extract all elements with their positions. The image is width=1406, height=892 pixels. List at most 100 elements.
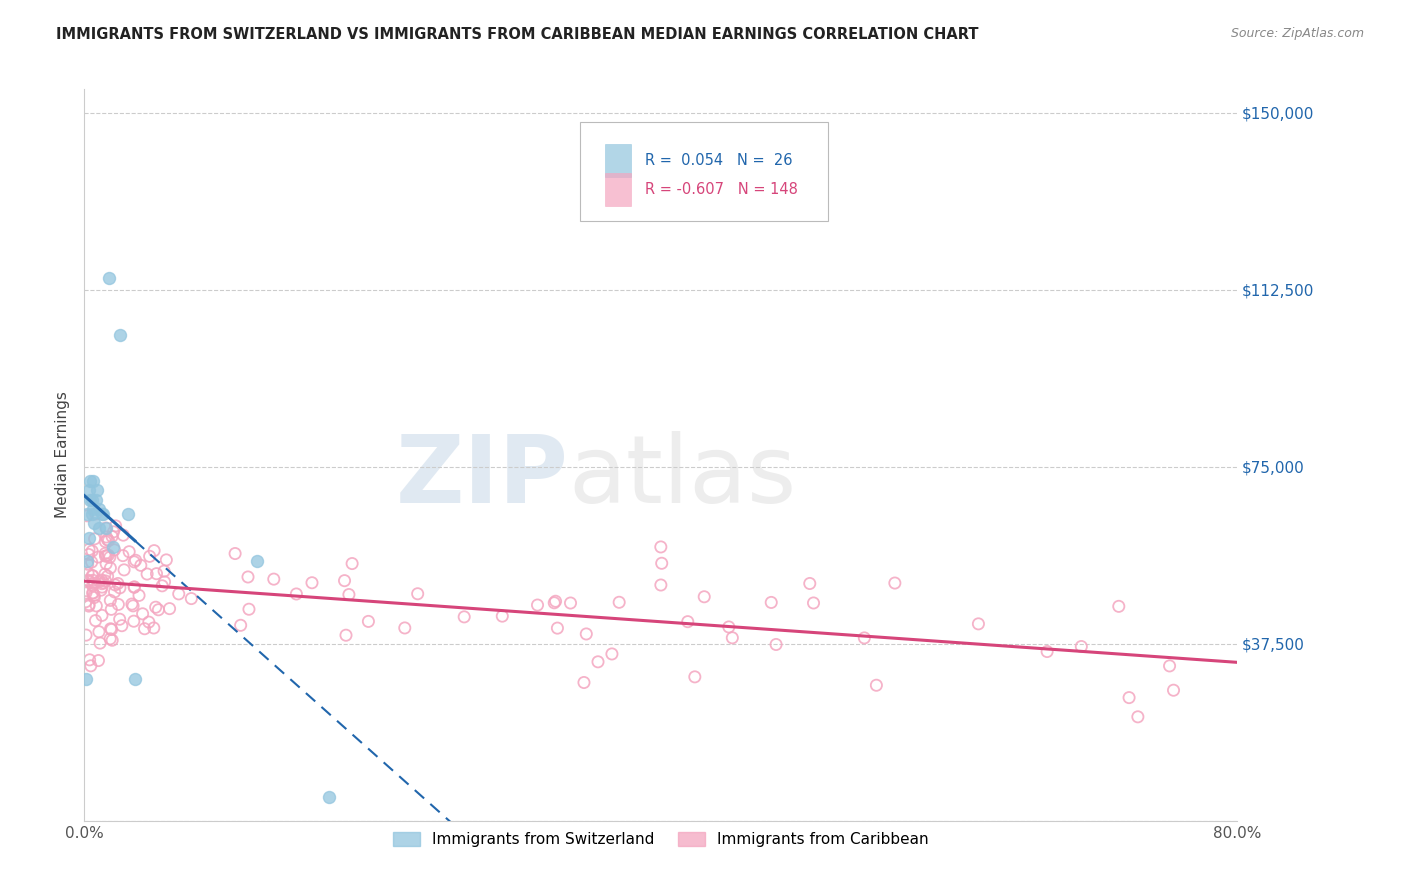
- Point: [129, 558, 152, 573]
- Text: atlas: atlas: [568, 431, 797, 523]
- Point: [112, 528, 135, 542]
- Legend: Immigrants from Switzerland, Immigrants from Caribbean: Immigrants from Switzerland, Immigrants …: [387, 826, 935, 854]
- Point: [98, 550, 121, 565]
- Point: [77, 574, 100, 589]
- Point: [108, 581, 131, 595]
- Point: [883, 576, 905, 591]
- Point: [83, 532, 105, 546]
- Point: [103, 540, 124, 554]
- Point: [82, 586, 104, 600]
- Point: [77, 566, 100, 581]
- Point: [340, 557, 363, 571]
- Point: [683, 670, 706, 684]
- Point: [122, 580, 145, 594]
- Point: [110, 327, 132, 342]
- Point: [111, 618, 134, 632]
- Point: [86, 599, 108, 613]
- Point: [546, 621, 568, 635]
- Point: [82, 544, 104, 558]
- Point: [236, 570, 259, 584]
- Point: [717, 620, 740, 634]
- Point: [586, 655, 609, 669]
- Point: [263, 572, 285, 586]
- Point: [82, 578, 104, 592]
- Point: [94, 567, 117, 582]
- Point: [301, 575, 323, 590]
- Point: [453, 610, 475, 624]
- Point: [93, 575, 115, 590]
- Point: [865, 678, 887, 692]
- Point: [693, 590, 716, 604]
- Point: [97, 569, 120, 583]
- Point: [131, 607, 153, 621]
- Point: [1159, 659, 1181, 673]
- Point: [142, 621, 165, 635]
- Point: [572, 675, 595, 690]
- Point: [82, 586, 104, 600]
- Point: [77, 542, 100, 557]
- Point: [104, 519, 127, 533]
- Point: [83, 588, 105, 602]
- Point: [138, 549, 160, 564]
- Point: [148, 603, 170, 617]
- Point: [80, 658, 103, 673]
- Point: [143, 543, 166, 558]
- Point: [526, 598, 548, 612]
- Point: [150, 579, 173, 593]
- FancyBboxPatch shape: [581, 122, 828, 221]
- Point: [1118, 690, 1140, 705]
- Point: [87, 624, 110, 639]
- Point: [101, 633, 124, 648]
- Point: [335, 628, 357, 642]
- Point: [96, 557, 118, 571]
- Point: [103, 524, 125, 539]
- Point: [853, 631, 876, 645]
- Point: [87, 549, 110, 564]
- Point: [76, 508, 98, 523]
- Point: [94, 574, 117, 588]
- Point: [80, 507, 103, 521]
- Point: [82, 502, 104, 516]
- Point: [84, 492, 107, 507]
- Point: [89, 636, 111, 650]
- Point: [1108, 599, 1130, 614]
- Point: [96, 549, 118, 563]
- Point: [104, 578, 127, 592]
- Point: [90, 507, 112, 521]
- Point: [100, 622, 122, 636]
- Point: [122, 614, 145, 628]
- Point: [122, 599, 145, 613]
- Point: [180, 591, 202, 606]
- Point: [77, 598, 100, 612]
- Point: [76, 507, 98, 521]
- Point: [544, 594, 567, 608]
- Point: [124, 672, 146, 686]
- Point: [100, 623, 122, 637]
- Point: [76, 558, 98, 572]
- Point: [318, 790, 340, 805]
- Point: [1126, 710, 1149, 724]
- Point: [87, 502, 110, 516]
- Point: [83, 516, 105, 531]
- Point: [103, 542, 125, 557]
- Point: [82, 568, 104, 582]
- Point: [80, 555, 103, 569]
- FancyBboxPatch shape: [606, 173, 631, 206]
- Point: [406, 587, 429, 601]
- Point: [803, 596, 825, 610]
- Text: Source: ZipAtlas.com: Source: ZipAtlas.com: [1230, 27, 1364, 40]
- Point: [77, 599, 100, 613]
- Point: [246, 554, 269, 568]
- Point: [83, 591, 105, 605]
- Point: [112, 563, 135, 577]
- Point: [134, 622, 156, 636]
- Point: [98, 632, 121, 646]
- Point: [103, 585, 125, 599]
- Point: [76, 554, 98, 568]
- Point: [77, 548, 100, 562]
- Text: R = -0.607   N = 148: R = -0.607 N = 148: [645, 182, 797, 197]
- Point: [394, 621, 416, 635]
- Point: [91, 576, 114, 591]
- Point: [83, 576, 105, 591]
- Point: [91, 580, 114, 594]
